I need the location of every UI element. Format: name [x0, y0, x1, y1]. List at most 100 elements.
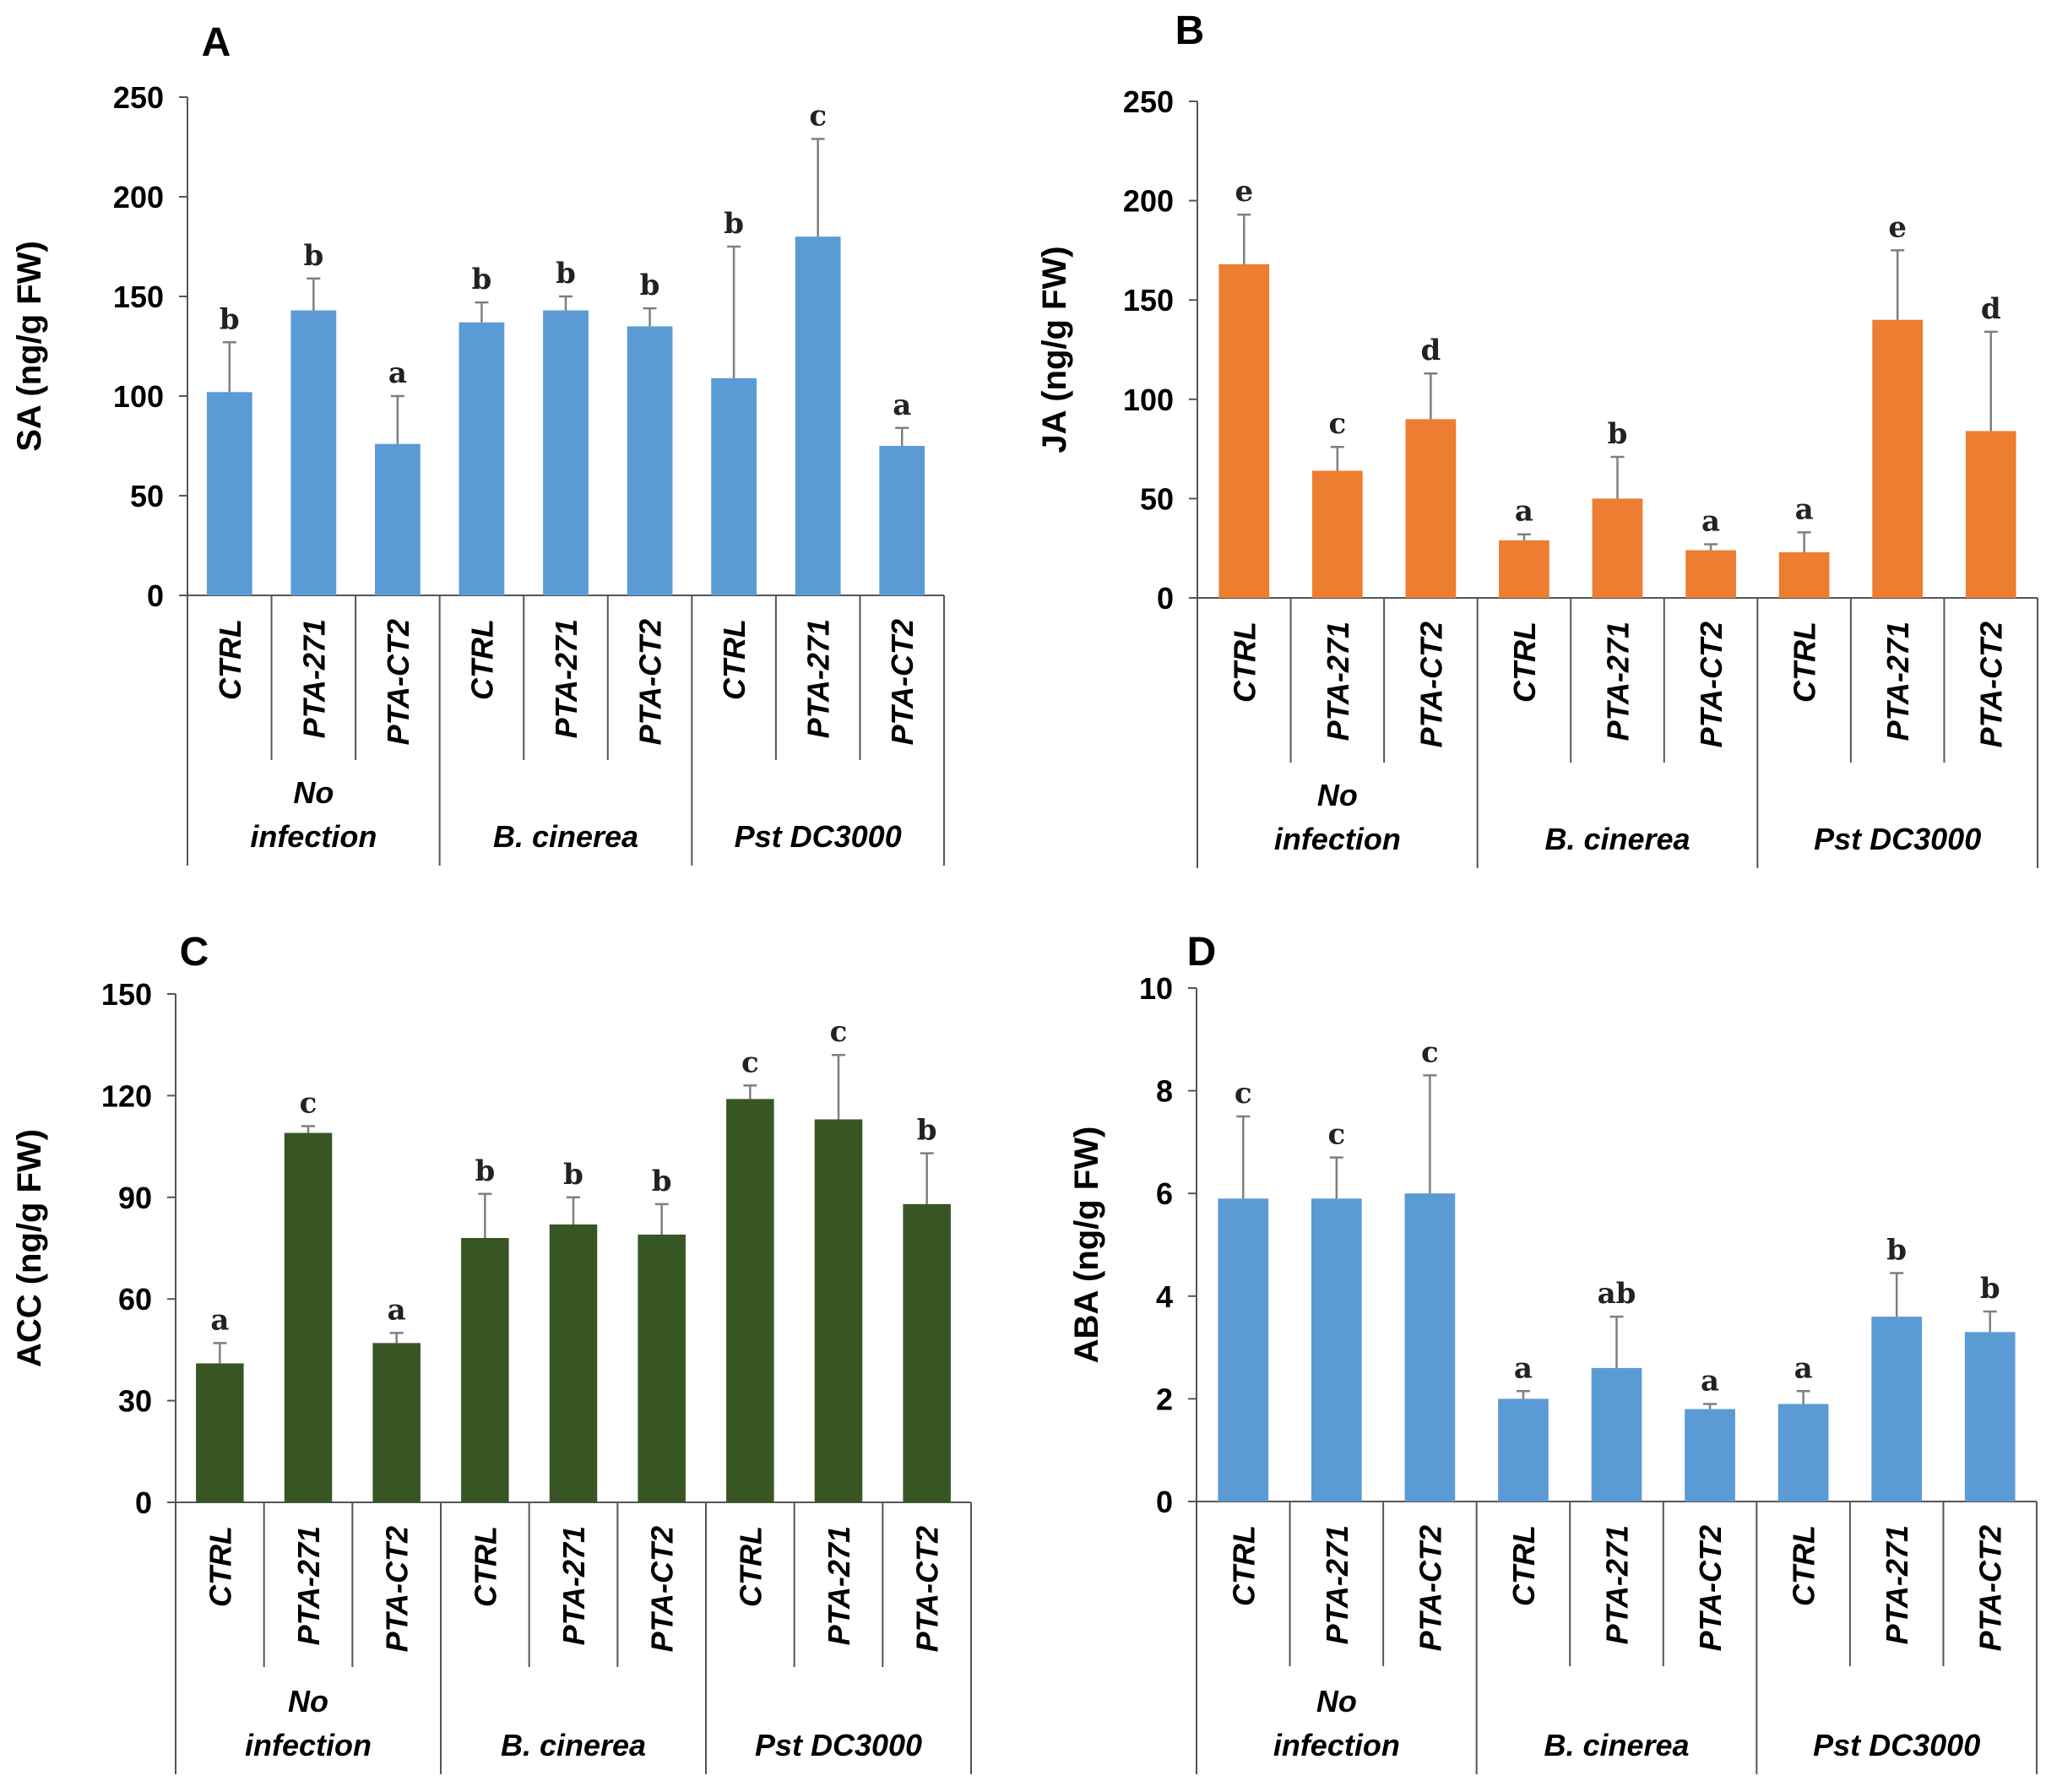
panel-b-y-tick-label: 200 — [1123, 184, 1174, 219]
panel-c-bar-2 — [284, 1132, 333, 1502]
panel-b-chart: B 0 50 100 150 200 250 JA (ng/g FW) e c d a b a a e d CTR… — [1036, 8, 2038, 868]
panel-d-bar-3 — [1404, 1193, 1456, 1501]
panel-a-category-label-8: PTA-271 — [801, 619, 836, 738]
panel-c-group-label-no-infection: infection — [245, 1728, 372, 1762]
panel-c-y-tick-label: 150 — [101, 977, 152, 1012]
panel-b-bar-7 — [1778, 551, 1830, 598]
panel-d-sig-letter-1: c — [1235, 1077, 1252, 1110]
panel-a-sig-letter-4: b — [472, 263, 492, 296]
panel-b-category-label-3: PTA-CT2 — [1414, 622, 1448, 747]
panel-c-y-tick-label: 120 — [101, 1078, 152, 1113]
panel-b-group-label-no-infection: infection — [1274, 822, 1401, 856]
panel-d-letter: D — [1187, 930, 1217, 975]
panel-c-letter: C — [180, 930, 209, 975]
panel-c-sig-letter-7: c — [741, 1045, 759, 1079]
panel-a-y-tick-label: 50 — [130, 479, 164, 513]
panel-b-sig-letter-6: a — [1701, 504, 1720, 538]
panel-c-bar-6 — [638, 1234, 686, 1502]
panel-a-group-label-no-infection: No — [293, 775, 334, 810]
panel-d-bar-2 — [1311, 1198, 1362, 1501]
panel-b-letter: B — [1175, 8, 1205, 53]
panel-b-bar-2 — [1311, 470, 1363, 598]
panel-d-y-tick-label: 10 — [1139, 971, 1173, 1006]
panel-b-y-axis-label: JA (ng/g FW) — [1036, 246, 1073, 453]
panel-d-bar-4 — [1498, 1398, 1549, 1501]
panel-a-category-label-2: PTA-271 — [296, 619, 331, 738]
panel-c-sig-letter-9: b — [917, 1114, 937, 1148]
panel-a-group-label-pst-dc3000: Pst DC3000 — [735, 819, 902, 854]
panel-a-sig-letter-1: b — [220, 302, 240, 336]
panel-d-sig-letter-4: a — [1514, 1351, 1533, 1385]
panel-a-y-tick-label: 200 — [113, 180, 164, 214]
panel-c-sig-letter-4: b — [475, 1154, 495, 1188]
panel-a-group-label-b-cinerea: B. cinerea — [493, 819, 638, 854]
panel-c-group-label-pst-dc3000: Pst DC3000 — [755, 1728, 922, 1762]
panel-b-group-label-b-cinerea: B. cinerea — [1544, 822, 1690, 856]
panel-d-category-label-6: PTA-CT2 — [1693, 1525, 1728, 1651]
panel-d-bar-9 — [1964, 1332, 2016, 1501]
panel-a-sig-letter-3: a — [388, 356, 407, 390]
panel-a-category-label-1: CTRL — [213, 619, 247, 700]
panel-a-category-label-9: PTA-CT2 — [885, 619, 920, 745]
panel-d-bar-5 — [1591, 1367, 1642, 1501]
panel-a-sig-letter-8: c — [809, 100, 827, 133]
panel-a-bar-9 — [879, 446, 925, 595]
panel-b-category-label-1: CTRL — [1227, 622, 1262, 703]
panel-c-sig-letter-5: b — [563, 1158, 583, 1192]
panel-b-category-label-9: PTA-CT2 — [1974, 622, 2009, 747]
panel-d-y-tick-label: 2 — [1156, 1382, 1173, 1416]
panel-d-category-label-4: CTRL — [1506, 1525, 1541, 1606]
panel-a-y-tick-label: 0 — [147, 578, 164, 613]
panel-c-chart: C 0 30 60 90 120 150 ACC (ng/g FW) a c a b b b c c b CTRL… — [11, 930, 972, 1774]
panel-d-y-tick-label: 8 — [1156, 1074, 1173, 1109]
panel-a-category-label-5: PTA-271 — [549, 619, 583, 738]
panel-c-sig-letter-1: a — [210, 1303, 229, 1337]
panel-b-sig-letter-9: d — [1981, 292, 2001, 326]
panel-c-bar-7 — [726, 1099, 774, 1502]
panel-d-y-tick-label: 6 — [1156, 1176, 1173, 1211]
panel-b-category-label-7: CTRL — [1788, 622, 1822, 703]
panel-d-sig-letter-5: ab — [1598, 1277, 1636, 1311]
panel-d-group-label-no-infection: infection — [1273, 1728, 1400, 1762]
panel-c-bar-8 — [814, 1119, 863, 1502]
panel-b-bar-9 — [1965, 431, 2016, 598]
panel-b-group-label-no-infection: No — [1317, 778, 1358, 812]
panel-a-group-label-no-infection: infection — [250, 819, 377, 854]
panel-c-y-tick-label: 90 — [118, 1181, 152, 1215]
panel-d-group-label-no-infection: No — [1316, 1684, 1357, 1719]
panel-a-category-label-4: CTRL — [464, 619, 499, 700]
panel-d-sig-letter-6: a — [1701, 1364, 1719, 1398]
panel-a-sig-letter-2: b — [303, 239, 323, 273]
panel-c-category-label-2: PTA-271 — [291, 1526, 326, 1645]
panel-a-y-axis-label: SA (ng/g FW) — [11, 241, 48, 452]
panel-d-bar-6 — [1685, 1409, 1735, 1501]
panel-d-bar-1 — [1218, 1198, 1269, 1501]
panel-a-category-label-7: CTRL — [717, 619, 752, 700]
panel-a-chart: A 0 50 100 150 200 250 SA (ng/g FW) b b a b b b b c a CTR… — [11, 20, 945, 866]
panel-d-bar-8 — [1871, 1317, 1923, 1501]
panel-a-y-tick-label: 100 — [113, 379, 164, 414]
panel-b-bar-6 — [1685, 550, 1736, 598]
panel-a-sig-letter-7: b — [724, 207, 744, 241]
panel-c-bar-3 — [372, 1343, 421, 1502]
panel-c-bar-1 — [196, 1363, 244, 1502]
panel-a-sig-letter-9: a — [893, 388, 911, 422]
panel-b-sig-letter-7: a — [1795, 492, 1814, 526]
panel-c-category-label-7: CTRL — [733, 1526, 768, 1607]
panel-b-category-label-6: PTA-CT2 — [1694, 622, 1729, 747]
panel-d-sig-letter-8: b — [1886, 1233, 1907, 1267]
panel-c-bar-5 — [549, 1224, 598, 1502]
panel-a-category-label-6: PTA-CT2 — [633, 619, 668, 745]
panel-b-y-tick-label: 100 — [1123, 383, 1174, 417]
panel-c-category-label-5: PTA-271 — [556, 1526, 591, 1645]
panel-b-y-tick-label: 150 — [1123, 283, 1174, 318]
panel-a-bar-2 — [290, 310, 337, 595]
panel-d-category-label-5: PTA-271 — [1600, 1525, 1635, 1644]
panel-a-bar-3 — [375, 443, 421, 595]
panel-c-category-label-6: PTA-CT2 — [645, 1526, 680, 1652]
panel-c-y-tick-label: 30 — [118, 1384, 152, 1419]
panel-a-bar-5 — [543, 310, 589, 595]
panel-b-sig-letter-2: c — [1328, 407, 1346, 441]
panel-b-bar-3 — [1405, 419, 1457, 598]
